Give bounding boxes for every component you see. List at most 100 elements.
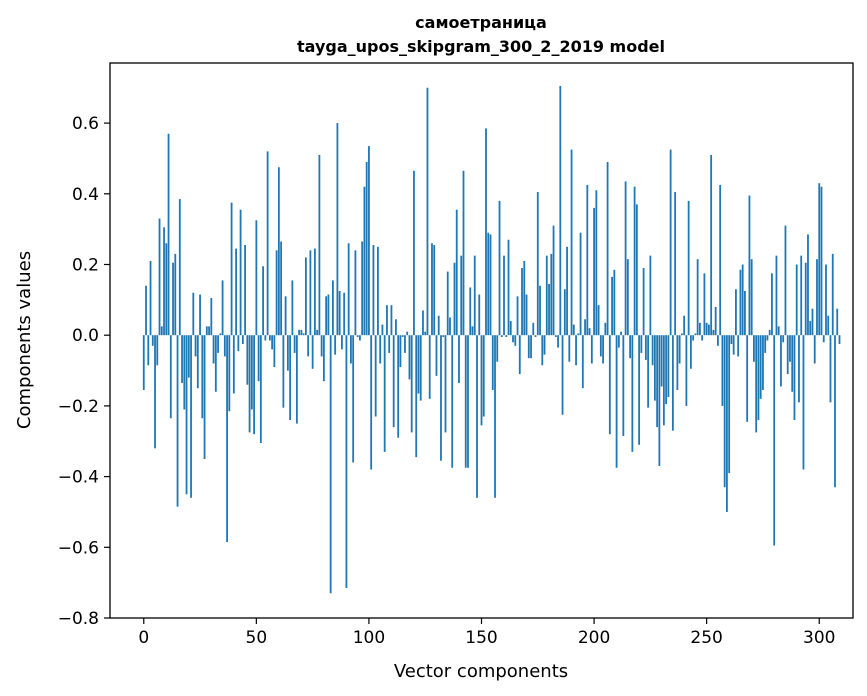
bar bbox=[572, 324, 575, 336]
bar bbox=[302, 333, 305, 336]
bar bbox=[793, 335, 796, 421]
bar bbox=[771, 273, 773, 336]
bar bbox=[509, 321, 512, 336]
bar bbox=[647, 335, 650, 408]
bar bbox=[401, 335, 404, 337]
bar bbox=[437, 315, 440, 336]
bar bbox=[548, 283, 550, 336]
bar bbox=[212, 335, 215, 364]
bar bbox=[208, 326, 210, 336]
bar bbox=[703, 273, 706, 336]
bar bbox=[638, 335, 641, 445]
bar bbox=[460, 255, 463, 336]
bar bbox=[699, 322, 701, 336]
bar bbox=[446, 271, 449, 336]
bar bbox=[268, 335, 271, 341]
bar bbox=[615, 335, 618, 468]
bar bbox=[487, 232, 490, 336]
bar bbox=[759, 335, 762, 399]
bar bbox=[651, 335, 654, 366]
bar bbox=[232, 335, 235, 394]
bar bbox=[253, 335, 255, 435]
bar bbox=[187, 335, 190, 378]
bar bbox=[363, 186, 366, 336]
bar bbox=[514, 335, 517, 346]
bar bbox=[485, 128, 487, 336]
bar bbox=[552, 225, 555, 336]
bar bbox=[590, 335, 593, 364]
bar bbox=[744, 291, 746, 336]
bar bbox=[836, 308, 839, 336]
bar bbox=[449, 317, 451, 336]
chart-subtitle: tayga_upos_skipgram_300_2_2019 model bbox=[297, 37, 665, 56]
bar bbox=[318, 154, 321, 336]
bar bbox=[293, 335, 296, 353]
bar bbox=[816, 259, 818, 336]
bar bbox=[406, 331, 409, 336]
bar bbox=[316, 329, 319, 336]
bar bbox=[404, 335, 406, 353]
bar bbox=[313, 248, 316, 336]
bar bbox=[737, 335, 740, 357]
bar bbox=[194, 335, 197, 357]
bar bbox=[246, 335, 249, 385]
bar bbox=[433, 245, 436, 336]
bar bbox=[241, 335, 244, 345]
bar bbox=[442, 335, 445, 337]
bar bbox=[581, 335, 584, 389]
bar bbox=[347, 243, 350, 336]
bar bbox=[750, 259, 753, 336]
bar bbox=[595, 190, 598, 336]
bar bbox=[539, 285, 541, 336]
bar bbox=[827, 315, 830, 336]
bar bbox=[611, 276, 613, 336]
bar bbox=[822, 335, 825, 343]
bar bbox=[768, 329, 771, 336]
bar bbox=[462, 170, 465, 336]
bar bbox=[428, 335, 431, 399]
y-tick-label: 0.0 bbox=[72, 326, 99, 346]
bar bbox=[467, 335, 469, 468]
bar bbox=[532, 322, 535, 336]
bar bbox=[491, 335, 494, 390]
bar bbox=[426, 87, 429, 336]
bar bbox=[649, 255, 652, 336]
bar bbox=[419, 335, 422, 401]
bar bbox=[277, 167, 280, 336]
bar bbox=[352, 335, 355, 463]
y-tick-label: −0.8 bbox=[58, 609, 99, 629]
bar bbox=[156, 335, 159, 366]
bar bbox=[566, 246, 568, 336]
bar bbox=[505, 335, 508, 337]
bar bbox=[599, 335, 602, 357]
bar bbox=[662, 335, 665, 426]
bar bbox=[593, 207, 595, 336]
bar bbox=[282, 335, 285, 408]
bar bbox=[250, 335, 253, 410]
bar bbox=[624, 181, 627, 336]
y-tick-label: −0.2 bbox=[58, 397, 99, 417]
bar bbox=[671, 335, 674, 431]
bar bbox=[694, 333, 697, 336]
bar bbox=[154, 335, 156, 449]
bar bbox=[361, 241, 364, 336]
y-tick-label: 0.2 bbox=[72, 255, 99, 275]
bar bbox=[687, 200, 690, 336]
bar bbox=[473, 255, 476, 336]
bar bbox=[530, 335, 532, 359]
bar bbox=[311, 335, 314, 369]
bar bbox=[239, 209, 242, 336]
bar bbox=[755, 335, 758, 433]
bar bbox=[629, 335, 631, 359]
bar bbox=[190, 335, 192, 498]
bar bbox=[158, 218, 161, 336]
bar bbox=[507, 239, 510, 336]
bar bbox=[325, 296, 328, 336]
bar bbox=[201, 335, 204, 419]
bar bbox=[536, 192, 539, 336]
bar bbox=[728, 335, 731, 474]
bar bbox=[732, 335, 735, 355]
x-axis-ticks: 0 50 100 150 200 250 300 bbox=[138, 618, 835, 648]
bar bbox=[642, 268, 645, 336]
bars-group bbox=[142, 85, 841, 594]
